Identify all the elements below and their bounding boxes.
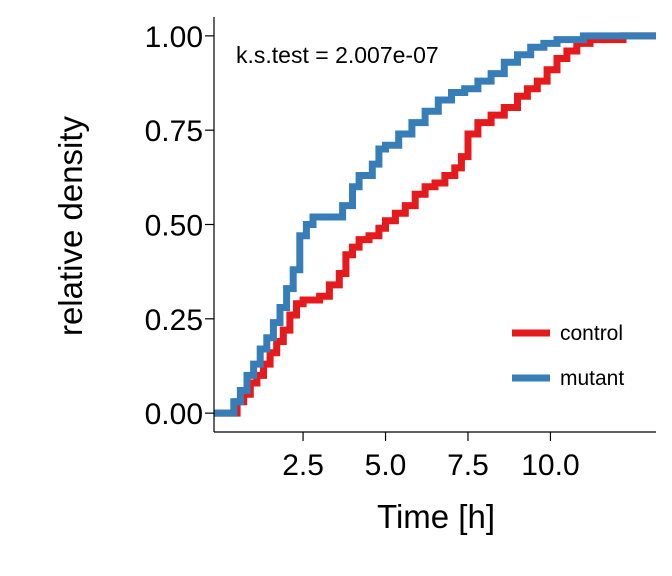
x-tick-label: 10.0 [521,449,579,482]
series-line-mutant [214,32,656,417]
y-axis-title: relative density [52,115,89,336]
x-tick-label: 2.5 [282,449,324,482]
y-tick-label: 0.75 [145,115,203,148]
legend-label-control: control [560,322,623,345]
x-axis-ticks: 2.5 5.0 7.5 10.0 [282,432,580,482]
x-axis-title: Time [h] [377,498,495,535]
y-tick-label: 1.00 [145,21,203,54]
x-tick-label: 5.0 [365,449,407,482]
y-tick-label: 0.25 [145,304,203,337]
legend: control mutant [512,322,624,390]
series-line-control [214,32,656,417]
x-tick-label: 7.5 [447,449,489,482]
y-axis-ticks: 0.00 0.25 0.50 0.75 1.00 [145,21,214,431]
y-tick-label: 0.50 [145,210,203,243]
legend-label-mutant: mutant [560,367,624,390]
series-layer [214,32,656,417]
plot-panel [214,17,656,432]
ks-test-annotation: k.s.test = 2.007e-07 [236,42,439,68]
y-tick-label: 0.00 [145,398,203,431]
